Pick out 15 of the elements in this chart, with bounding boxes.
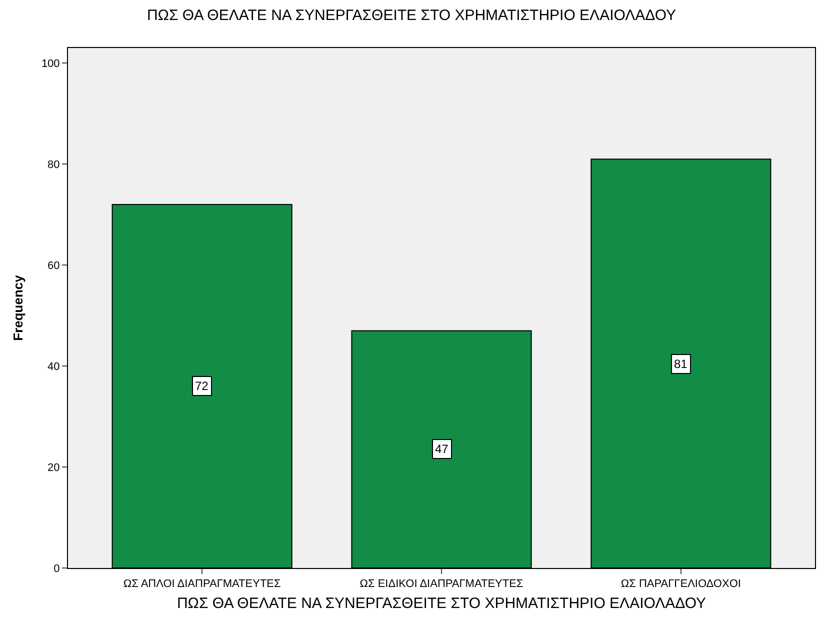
y-tick-label: 0 <box>54 562 60 575</box>
y-tick-label: 20 <box>48 462 60 474</box>
x-tick-label: ΩΣ ΑΠΛΟΙ ΔΙΑΠΡΑΓΜΑΤΕΥΤΕΣ <box>123 578 282 590</box>
x-tick-label: ΩΣ ΠΑΡΑΓΓΕΛΙΟΔΟΧΟΙ <box>620 578 741 590</box>
y-tick-label: 100 <box>41 58 60 70</box>
chart-title: ΠΩΣ ΘΑ ΘΕΛΑΤΕ ΝΑ ΣΥΝΕΡΓΑΣΘΕΙΤΕ ΣΤΟ ΧΡΗΜΑΤΙΣΤΗΡΙΟ ΕΛΑΙΟΛΑΔΟΥ <box>146 6 676 24</box>
x-tick-label: ΩΣ ΕΙΔΙΚΟΙ ΔΙΑΠΡΑΓΜΑΤΕΥΤΕΣ <box>360 578 524 590</box>
x-axis-title: ΠΩΣ ΘΑ ΘΕΛΑΤΕ ΝΑ ΣΥΝΕΡΓΑΣΘΕΙΤΕ ΣΤΟ ΧΡΗΜΑΤΙΣΤΗΡΙΟ ΕΛΑΙΟΛΑΔΟΥ <box>176 595 706 612</box>
y-axis-title: Frequency <box>10 274 26 341</box>
data-label: 47 <box>435 442 449 456</box>
data-label: 72 <box>195 379 209 393</box>
y-tick-label: 60 <box>48 260 60 272</box>
data-label: 81 <box>674 357 688 371</box>
y-tick-label: 80 <box>48 158 60 171</box>
y-tick-label: 40 <box>48 360 60 373</box>
